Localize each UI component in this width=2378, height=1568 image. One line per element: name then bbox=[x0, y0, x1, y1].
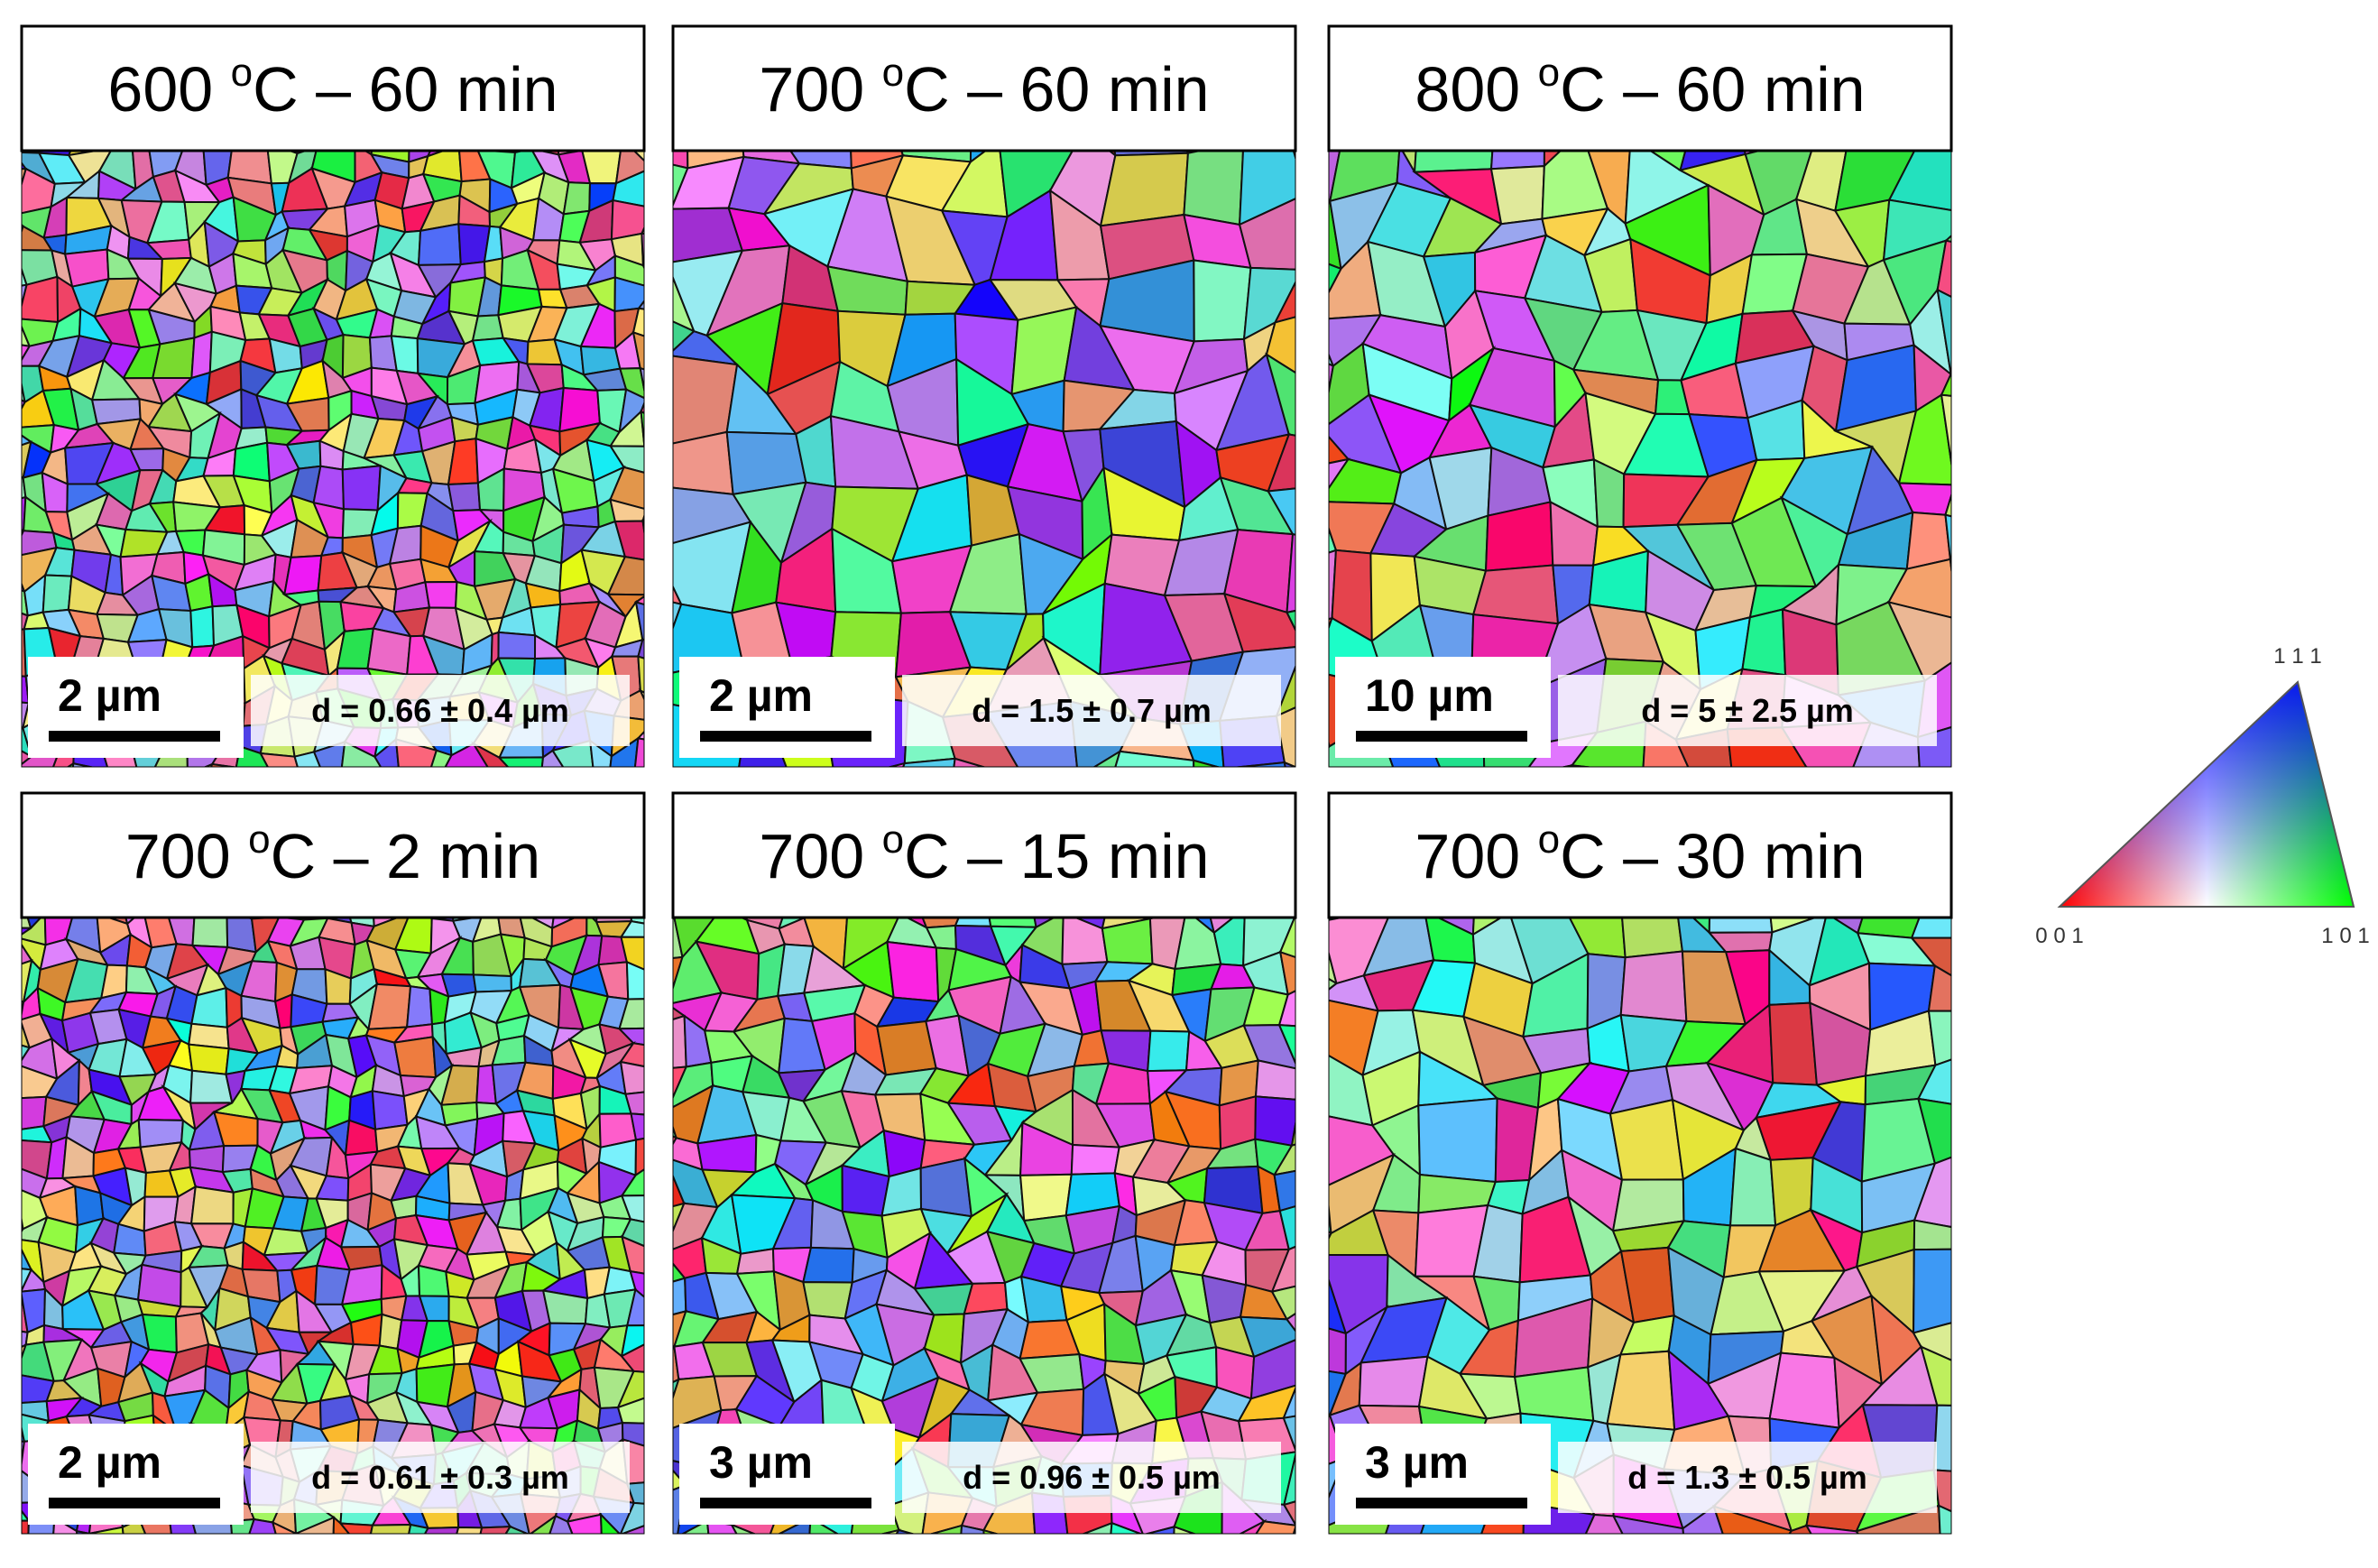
title-box bbox=[20, 791, 646, 919]
grain-size-label: d = 0.61 ± 0.3 µm bbox=[311, 1459, 569, 1496]
grain-map bbox=[673, 918, 1295, 1534]
scale-bar-label: 2 µm bbox=[58, 1437, 161, 1488]
grain-map bbox=[673, 152, 1295, 767]
grain-size-box bbox=[1558, 675, 1937, 746]
title-degree: o bbox=[882, 51, 904, 95]
title-temperature: 600 bbox=[107, 54, 230, 125]
map-border bbox=[1328, 918, 1952, 1535]
title-rest: C – 15 min bbox=[904, 821, 1209, 891]
legend-label: 1 1 1 bbox=[2273, 644, 2321, 669]
scale-bar bbox=[700, 1498, 871, 1508]
panel: 700 oC – 60 min 2 µm d = 1.5 ± 0.7 µm bbox=[671, 24, 1297, 768]
title-degree: o bbox=[1538, 817, 1560, 862]
map-border bbox=[21, 918, 645, 1535]
scale-bar bbox=[1356, 1498, 1527, 1508]
title-temperature: 800 bbox=[1415, 54, 1537, 125]
panel: 600 oC – 60 min 2 µm d = 0.66 ± 0.4 µm bbox=[20, 24, 646, 768]
legend-label: 1 0 1 bbox=[2321, 924, 2369, 948]
title-box bbox=[1327, 791, 1953, 919]
title-temperature: 700 bbox=[759, 821, 881, 891]
map-border bbox=[672, 151, 1296, 768]
grain-size-box bbox=[251, 1442, 630, 1513]
title-temperature: 700 bbox=[1415, 821, 1537, 891]
scale-bar bbox=[49, 731, 220, 742]
title-rest: C – 60 min bbox=[253, 54, 558, 125]
title-box bbox=[20, 24, 646, 152]
grain-map bbox=[1329, 918, 1951, 1534]
panel-title: 700 oC – 2 min bbox=[125, 817, 540, 891]
grain-size-box bbox=[902, 675, 1281, 746]
scale-bar bbox=[49, 1498, 220, 1508]
title-rest: C – 2 min bbox=[271, 821, 541, 891]
grain-size-label: d = 0.66 ± 0.4 µm bbox=[311, 692, 569, 729]
title-box bbox=[671, 791, 1297, 919]
scale-bar-label: 2 µm bbox=[58, 670, 161, 721]
map-border bbox=[21, 151, 645, 768]
panel-title: 800 oC – 60 min bbox=[1415, 51, 1865, 125]
map-border bbox=[672, 918, 1296, 1535]
title-rest: C – 60 min bbox=[904, 54, 1209, 125]
title-box bbox=[1327, 24, 1953, 152]
scale-bar-label: 3 µm bbox=[1365, 1437, 1469, 1488]
panel-title: 700 oC – 15 min bbox=[759, 817, 1209, 891]
grain-size-label: d = 0.96 ± 0.5 µm bbox=[963, 1459, 1221, 1496]
grain-size-box bbox=[1558, 1442, 1937, 1513]
title-rest: C – 60 min bbox=[1560, 54, 1865, 125]
grain-size-label: d = 1.5 ± 0.7 µm bbox=[972, 692, 1212, 729]
panel-title: 700 oC – 30 min bbox=[1415, 817, 1865, 891]
grain-size-box bbox=[251, 675, 630, 746]
scale-bar-label: 3 µm bbox=[709, 1437, 813, 1488]
grain-size-box bbox=[902, 1442, 1281, 1513]
title-degree: o bbox=[882, 817, 904, 862]
scale-bar-label: 10 µm bbox=[1365, 670, 1494, 721]
grain-size-label: d = 5 ± 2.5 µm bbox=[1641, 692, 1854, 729]
map-border bbox=[1328, 151, 1952, 768]
scale-bar-label: 2 µm bbox=[709, 670, 813, 721]
panel: 700 oC – 30 min 3 µm d = 1.3 ± 0.5 µm bbox=[1327, 791, 1953, 1535]
title-box bbox=[671, 24, 1297, 152]
panel: 800 oC – 60 min 10 µm d = 5 ± 2.5 µm bbox=[1327, 24, 1953, 768]
title-degree: o bbox=[231, 51, 253, 95]
panel-title: 700 oC – 60 min bbox=[759, 51, 1209, 125]
grain-size-label: d = 1.3 ± 0.5 µm bbox=[1627, 1459, 1867, 1496]
panel: 700 oC – 15 min 3 µm d = 0.96 ± 0.5 µm bbox=[671, 791, 1297, 1535]
title-degree: o bbox=[1538, 51, 1560, 95]
title-temperature: 700 bbox=[125, 821, 248, 891]
title-rest: C – 30 min bbox=[1560, 821, 1865, 891]
scale-bar bbox=[700, 731, 871, 742]
title-degree: o bbox=[248, 817, 270, 862]
panel-title: 600 oC – 60 min bbox=[107, 51, 558, 125]
legend-label: 0 0 1 bbox=[2035, 924, 2083, 948]
scale-bar bbox=[1356, 731, 1527, 742]
panel: 700 oC – 2 min 2 µm d = 0.61 ± 0.3 µm bbox=[20, 791, 646, 1535]
title-temperature: 700 bbox=[759, 54, 881, 125]
ipf-legend: 1 1 1 0 0 1 1 0 1 bbox=[2035, 644, 2369, 948]
